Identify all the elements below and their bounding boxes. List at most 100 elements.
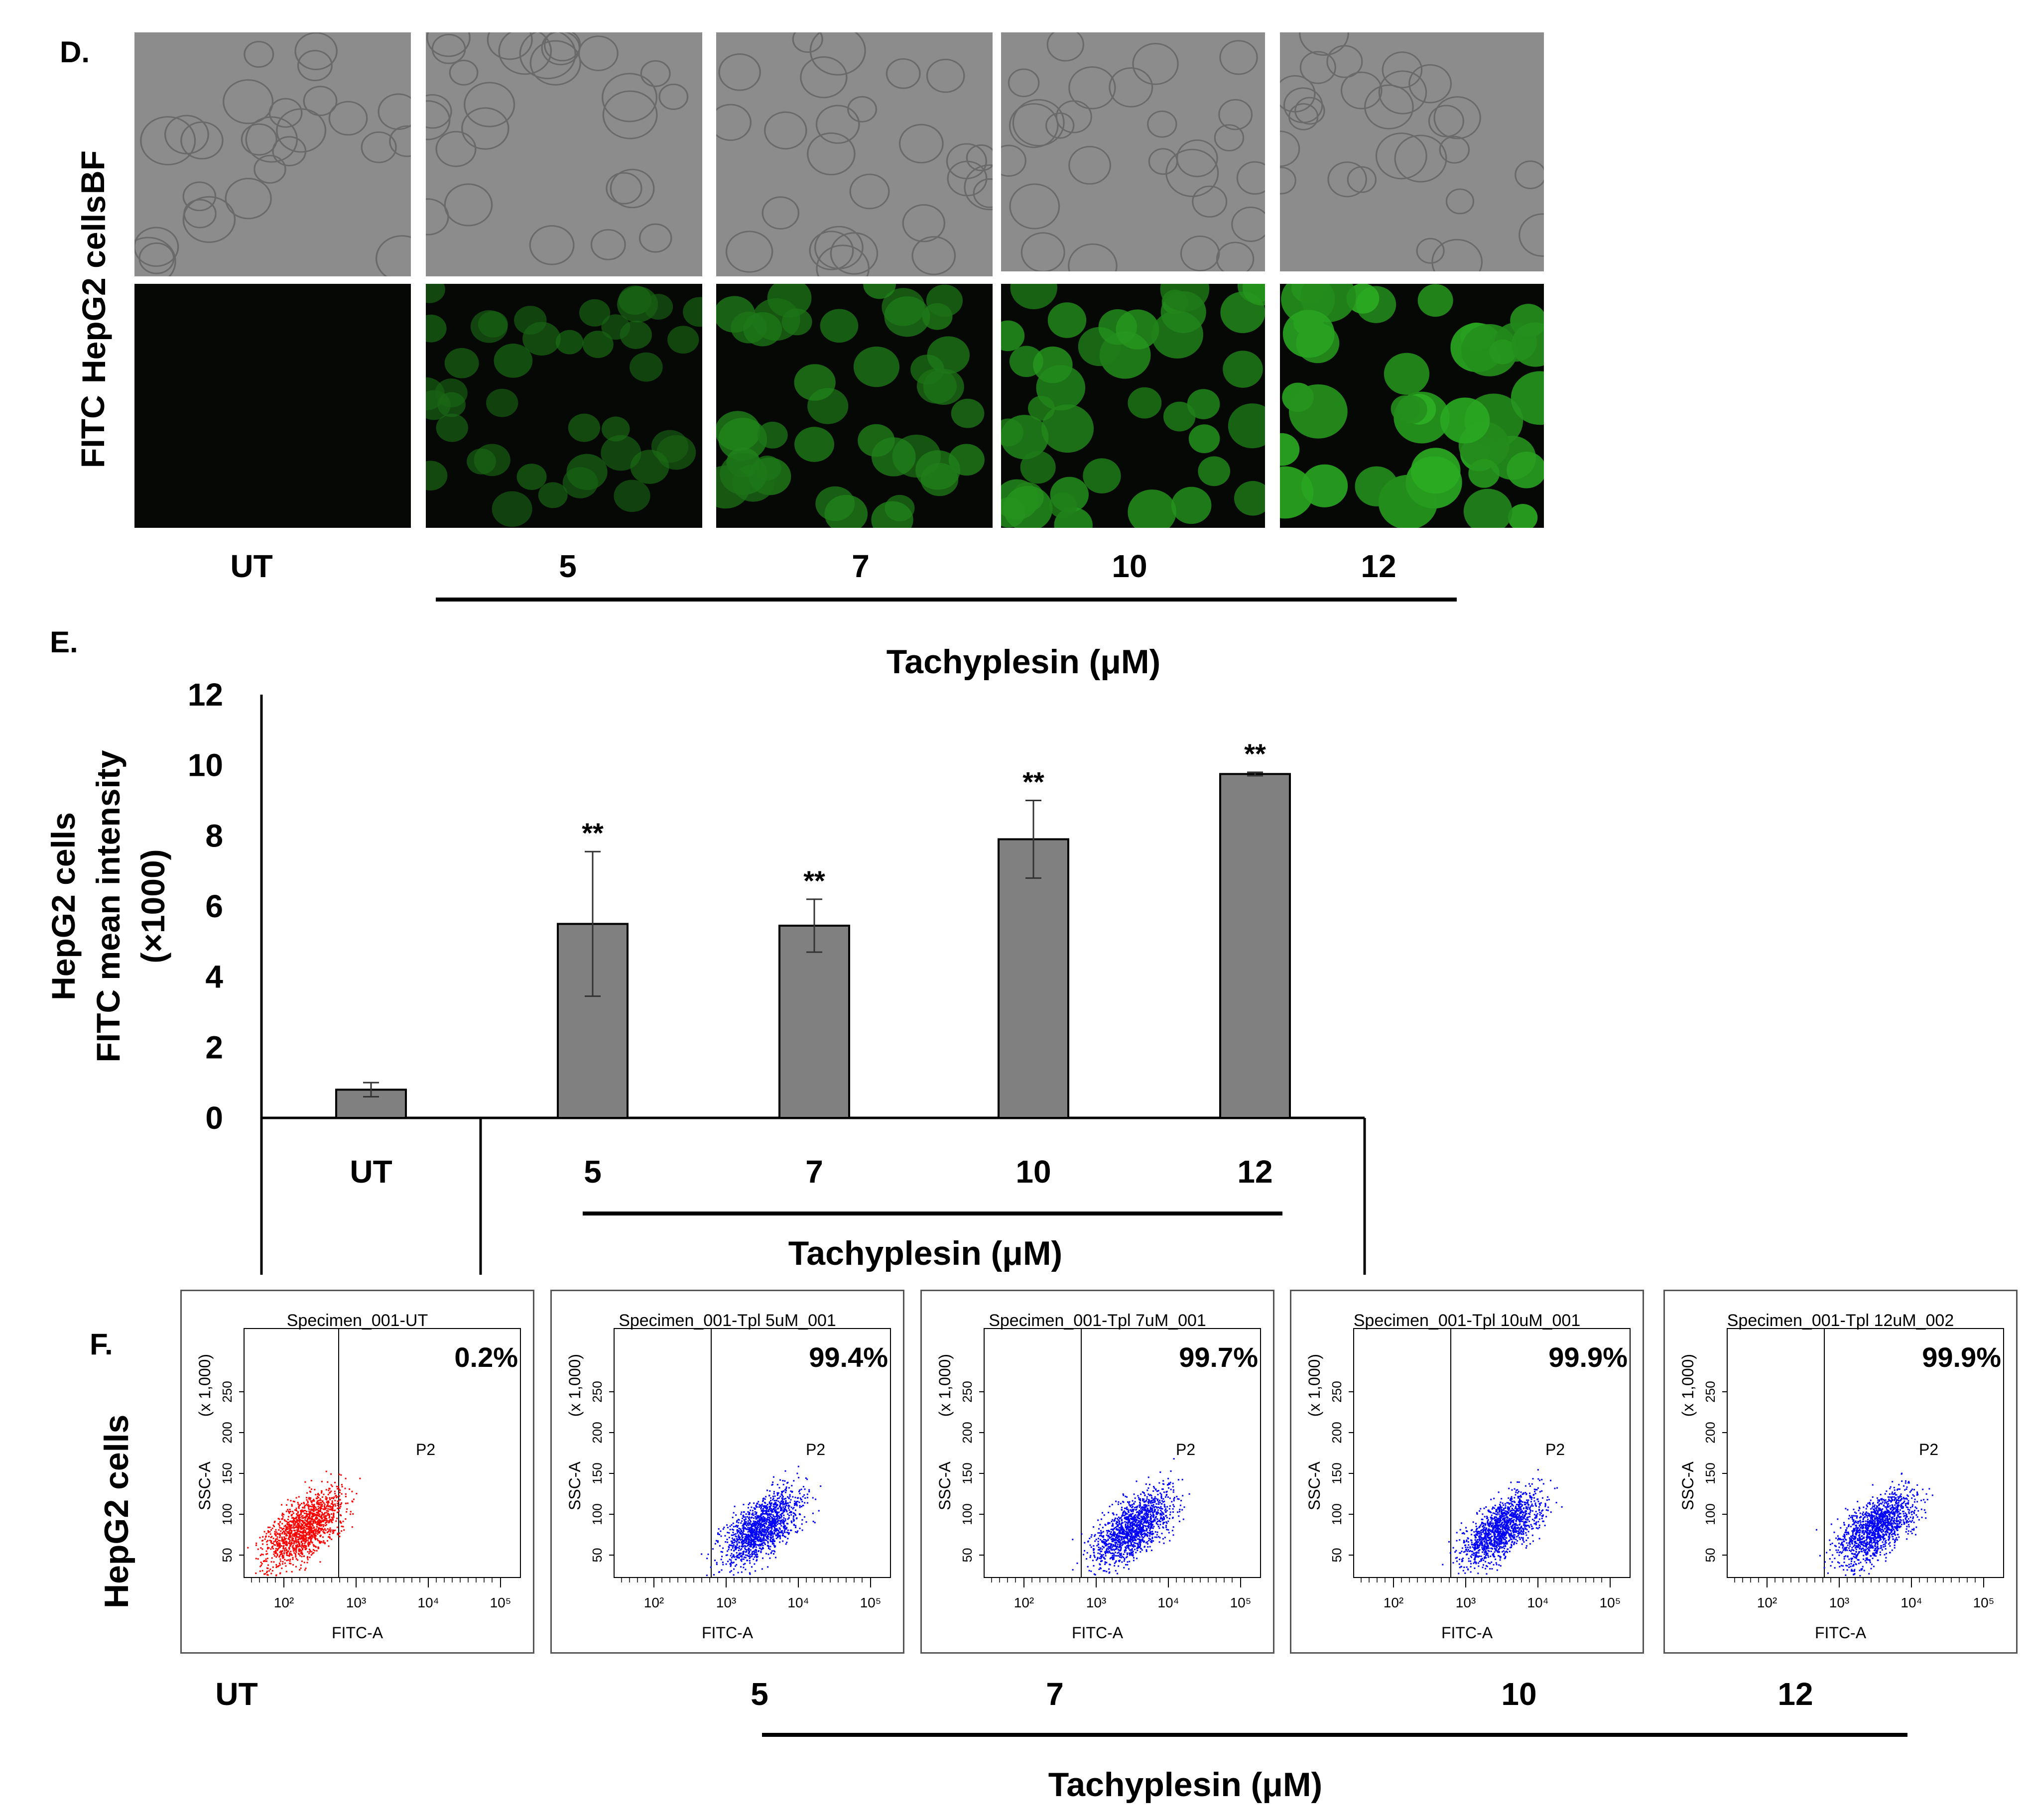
event-dot [308,1537,310,1538]
event-dot [761,1534,763,1536]
event-dot [310,1528,312,1530]
event-dot [1140,1507,1142,1508]
event-dot [762,1534,764,1536]
event-dot [299,1504,301,1506]
event-dot [311,1531,312,1533]
event-dot [761,1548,763,1550]
event-dot [273,1553,275,1555]
cell-outline [138,242,175,274]
event-dot [283,1533,285,1535]
event-dot [294,1523,296,1525]
event-dot [1101,1548,1103,1550]
event-dot [289,1526,291,1528]
event-dot [755,1516,757,1518]
y-tick-label: 4 [205,959,223,995]
event-dot [794,1504,796,1506]
event-dot [762,1538,764,1540]
event-dot [1138,1535,1140,1537]
event-dot [1093,1552,1095,1554]
event-dot [782,1522,784,1524]
cell-outline [328,101,368,136]
event-dot [779,1479,781,1481]
event-dot [1118,1560,1120,1562]
event-dot [296,1513,298,1515]
event-dot [328,1536,329,1538]
event-dot [1099,1549,1101,1550]
event-dot [1135,1517,1137,1519]
event-dot [782,1496,784,1498]
event-dot [1149,1513,1151,1515]
event-dot [753,1522,755,1524]
flow-plot-title: Specimen_001-Tpl 10uM_001 [1353,1311,1581,1330]
event-dot [770,1513,772,1515]
event-dot [1148,1510,1150,1512]
event-dot [769,1548,771,1550]
event-dot [314,1539,316,1541]
event-dot [1143,1507,1145,1509]
event-dot [297,1520,299,1522]
event-dot [329,1519,331,1521]
event-dot [773,1503,775,1505]
event-dot [295,1536,297,1538]
event-dot [1124,1559,1126,1561]
fluorescent-cell [562,467,598,498]
event-dot [1109,1558,1111,1560]
event-dot [291,1514,293,1516]
event-dot [726,1524,728,1526]
cell-outline [601,73,658,122]
event-dot [779,1514,781,1516]
event-dot [323,1493,325,1495]
cell-outline [426,32,471,57]
event-dot [317,1547,319,1549]
event-dot [307,1517,309,1519]
event-dot [1129,1530,1131,1531]
event-dot [1133,1531,1135,1533]
fluorescent-cell [1468,459,1500,488]
event-dot [779,1505,781,1506]
event-dot [701,1553,703,1555]
micrograph-bf-12 [1280,32,1544,271]
event-dot [1149,1501,1151,1503]
event-dot [752,1512,754,1514]
event-dot [768,1516,770,1518]
event-dot [1149,1494,1151,1496]
event-dot [783,1521,785,1522]
event-dot [1139,1526,1141,1528]
event-dot [289,1529,291,1531]
event-dot [1145,1534,1147,1536]
event-dot [1166,1517,1168,1519]
event-dot [784,1497,786,1499]
event-dot [1103,1557,1105,1559]
cell-outline [792,32,823,53]
event-dot [1115,1570,1117,1572]
event-dot [293,1550,295,1552]
event-dot [767,1524,769,1526]
event-dot [1129,1531,1130,1533]
event-dot [272,1548,274,1550]
event-dot [325,1489,327,1491]
event-dot [288,1525,290,1527]
event-dot [1164,1509,1166,1511]
event-dot [1101,1532,1103,1534]
event-dot [1098,1547,1100,1548]
event-dot [305,1512,307,1514]
event-dot [766,1528,768,1530]
event-dot [1095,1539,1097,1541]
x-tick-label: 10⁵ [860,1595,882,1610]
event-dot [322,1542,324,1544]
fluorescent-cell [1188,424,1220,454]
event-dot [315,1516,317,1518]
event-dot [1161,1514,1163,1516]
event-dot [772,1519,774,1521]
event-dot [1106,1549,1108,1551]
event-dot [724,1535,726,1537]
event-dot [298,1506,300,1508]
event-dot [780,1525,782,1527]
event-dot [787,1505,789,1507]
event-dot [297,1512,299,1514]
event-dot [295,1509,297,1511]
event-dot [1144,1501,1146,1503]
event-dot [1113,1545,1114,1547]
event-dot [271,1570,273,1572]
event-dot [1140,1527,1141,1529]
